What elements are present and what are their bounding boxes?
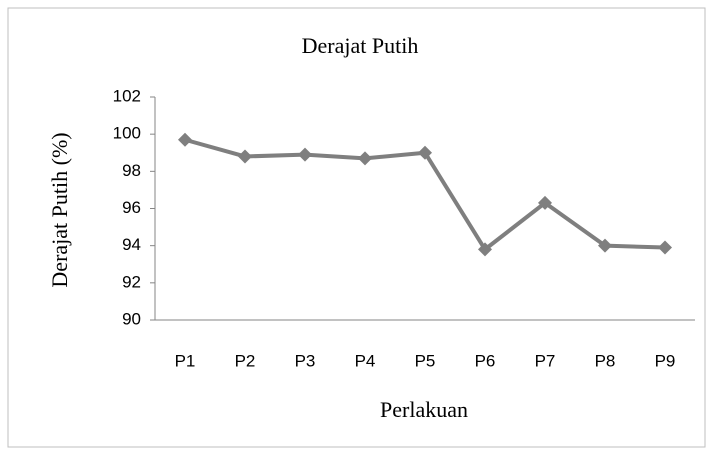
y-tick-label: 98: [122, 161, 141, 180]
x-tick-label: P9: [655, 351, 676, 370]
x-tick-label: P7: [535, 351, 556, 370]
marker: [238, 149, 252, 164]
marker: [298, 147, 312, 162]
x-tick-label: P2: [235, 351, 256, 370]
y-tick-label: 90: [122, 309, 141, 328]
x-tick-label: P5: [415, 351, 436, 370]
x-axis-label: Perlakuan: [380, 397, 468, 422]
y-tick-label: 100: [113, 124, 141, 143]
x-tick-label: P3: [295, 351, 316, 370]
y-tick-label: 92: [122, 272, 141, 291]
x-tick-label: P6: [475, 351, 496, 370]
marker: [658, 240, 672, 255]
chart-border: [7, 7, 706, 448]
x-tick-label: P1: [175, 351, 196, 370]
x-tick-label: P8: [595, 351, 616, 370]
marker: [418, 145, 432, 160]
marker: [478, 242, 492, 257]
marker: [598, 238, 612, 253]
x-tick-label: P4: [355, 351, 376, 370]
marker: [358, 151, 372, 166]
y-tick-label: 102: [113, 86, 141, 105]
chart-title: Derajat Putih: [302, 33, 419, 58]
y-tick-label: 96: [122, 198, 141, 217]
y-axis-label: Derajat Putih (%): [47, 132, 72, 287]
y-tick-label: 94: [122, 235, 141, 254]
marker: [538, 195, 552, 210]
marker: [178, 132, 192, 147]
